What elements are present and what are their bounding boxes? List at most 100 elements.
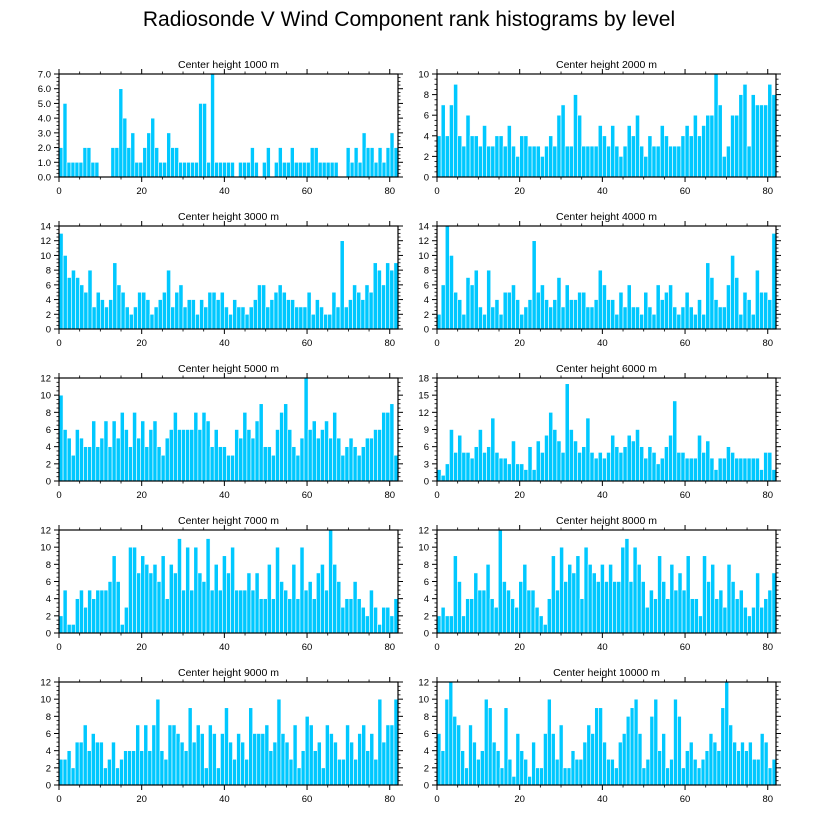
histogram-bar (657, 555, 662, 634)
histogram-bar (86, 147, 92, 178)
y-tick-label: 6 (46, 729, 51, 740)
histogram-bar (136, 572, 141, 634)
histogram-bar (752, 758, 757, 786)
histogram-bar (473, 572, 479, 634)
histogram-bar (602, 284, 607, 330)
histogram-bar (526, 589, 532, 634)
histogram-bar (497, 529, 503, 634)
y-tick-label: 4 (46, 746, 51, 757)
histogram-bar (556, 440, 562, 482)
histogram-bar (79, 437, 84, 482)
y-tick-label: 4 (46, 295, 51, 306)
histogram-bar (718, 589, 724, 634)
panel-title: Center height 7000 m (178, 515, 279, 527)
x-tick-label: 80 (762, 794, 773, 805)
histogram-panel: Center height 5000 m 0 2 4 6 8 10 12 0 20 40 60 80 (40, 363, 403, 501)
histogram-bar (548, 306, 554, 330)
histogram-bar (155, 698, 161, 786)
y-tick-label: 8 (424, 560, 429, 571)
histogram-bar (755, 758, 761, 786)
histogram-bar (197, 572, 203, 634)
histogram-bar (311, 420, 317, 482)
histogram-bar (746, 145, 752, 178)
histogram-bar (100, 299, 105, 330)
histogram-panel: Center height 4000 m 0 2 4 6 8 10 12 14 0 20 40 60 80 (418, 211, 781, 349)
histogram-bar (713, 73, 719, 178)
histogram-bar (66, 437, 72, 482)
histogram-bar (589, 145, 595, 178)
histogram-bar (345, 147, 351, 178)
histogram-bar (282, 161, 287, 178)
histogram-bar (170, 306, 176, 330)
histogram-bar (465, 277, 471, 330)
histogram-bar (436, 313, 442, 330)
histogram-bar (544, 299, 549, 330)
histogram-bar (597, 452, 603, 482)
histogram-bar (230, 161, 235, 178)
histogram-bar (684, 125, 690, 178)
histogram-bar (519, 135, 525, 178)
histogram-bar (523, 135, 529, 178)
x-tick-label: 20 (136, 642, 147, 653)
histogram-bar (661, 581, 667, 634)
histogram-bar (217, 589, 223, 634)
histogram-bar (651, 313, 657, 330)
histogram-bar (767, 452, 773, 482)
histogram-bar (693, 114, 698, 178)
histogram-bar (228, 741, 233, 786)
histogram-bar (440, 606, 446, 634)
histogram-bar (159, 750, 165, 786)
histogram-bar (377, 429, 382, 482)
histogram-bar (86, 750, 92, 786)
histogram-bar (511, 284, 516, 330)
histogram-bar (515, 733, 521, 786)
x-tick-label: 60 (302, 338, 313, 349)
y-tick-label: 12 (418, 678, 429, 689)
histogram-bar (150, 117, 156, 178)
histogram-bar (385, 147, 391, 178)
histogram-bar (361, 724, 367, 786)
histogram-bar (535, 440, 541, 482)
histogram-bar (279, 581, 284, 634)
histogram-bar (647, 135, 653, 178)
histogram-bar (602, 457, 607, 482)
histogram-bar (478, 145, 483, 178)
histogram-bar (103, 589, 109, 634)
histogram-bar (767, 84, 773, 178)
histogram-bar (95, 589, 101, 634)
panel-title: Center height 9000 m (178, 667, 279, 679)
histogram-bar (152, 420, 158, 482)
histogram-bar (242, 589, 248, 634)
histogram-bar (178, 284, 184, 330)
y-tick-label: 3 (424, 459, 429, 470)
histogram-bar (440, 104, 446, 178)
histogram-bar (83, 291, 89, 330)
histogram-bar (157, 299, 163, 330)
histogram-bar (168, 564, 174, 634)
histogram-bar (115, 437, 121, 482)
histogram-bar (215, 299, 221, 330)
histogram-bar (624, 538, 630, 634)
histogram-bar (352, 284, 357, 330)
histogram-bar (246, 429, 252, 482)
histogram-bar (540, 452, 545, 482)
histogram-bar (250, 147, 255, 178)
histogram-bar (267, 446, 272, 482)
histogram-bar (294, 306, 300, 330)
histogram-bar (306, 291, 312, 330)
histogram-bar (315, 299, 320, 330)
histogram-bar (693, 457, 698, 482)
x-tick-label: 20 (136, 338, 147, 349)
histogram-bar (559, 546, 564, 634)
histogram-bar (321, 161, 327, 178)
histogram-bar (639, 446, 645, 482)
histogram-bar (704, 750, 710, 786)
histogram-bar (618, 156, 624, 178)
histogram-bar (321, 767, 326, 786)
histogram-bar (688, 306, 694, 330)
histogram-bar (258, 403, 264, 482)
histogram-bar (83, 446, 88, 482)
histogram-bar (373, 606, 378, 634)
histogram-bar (158, 161, 163, 178)
histogram-bar (377, 147, 383, 178)
